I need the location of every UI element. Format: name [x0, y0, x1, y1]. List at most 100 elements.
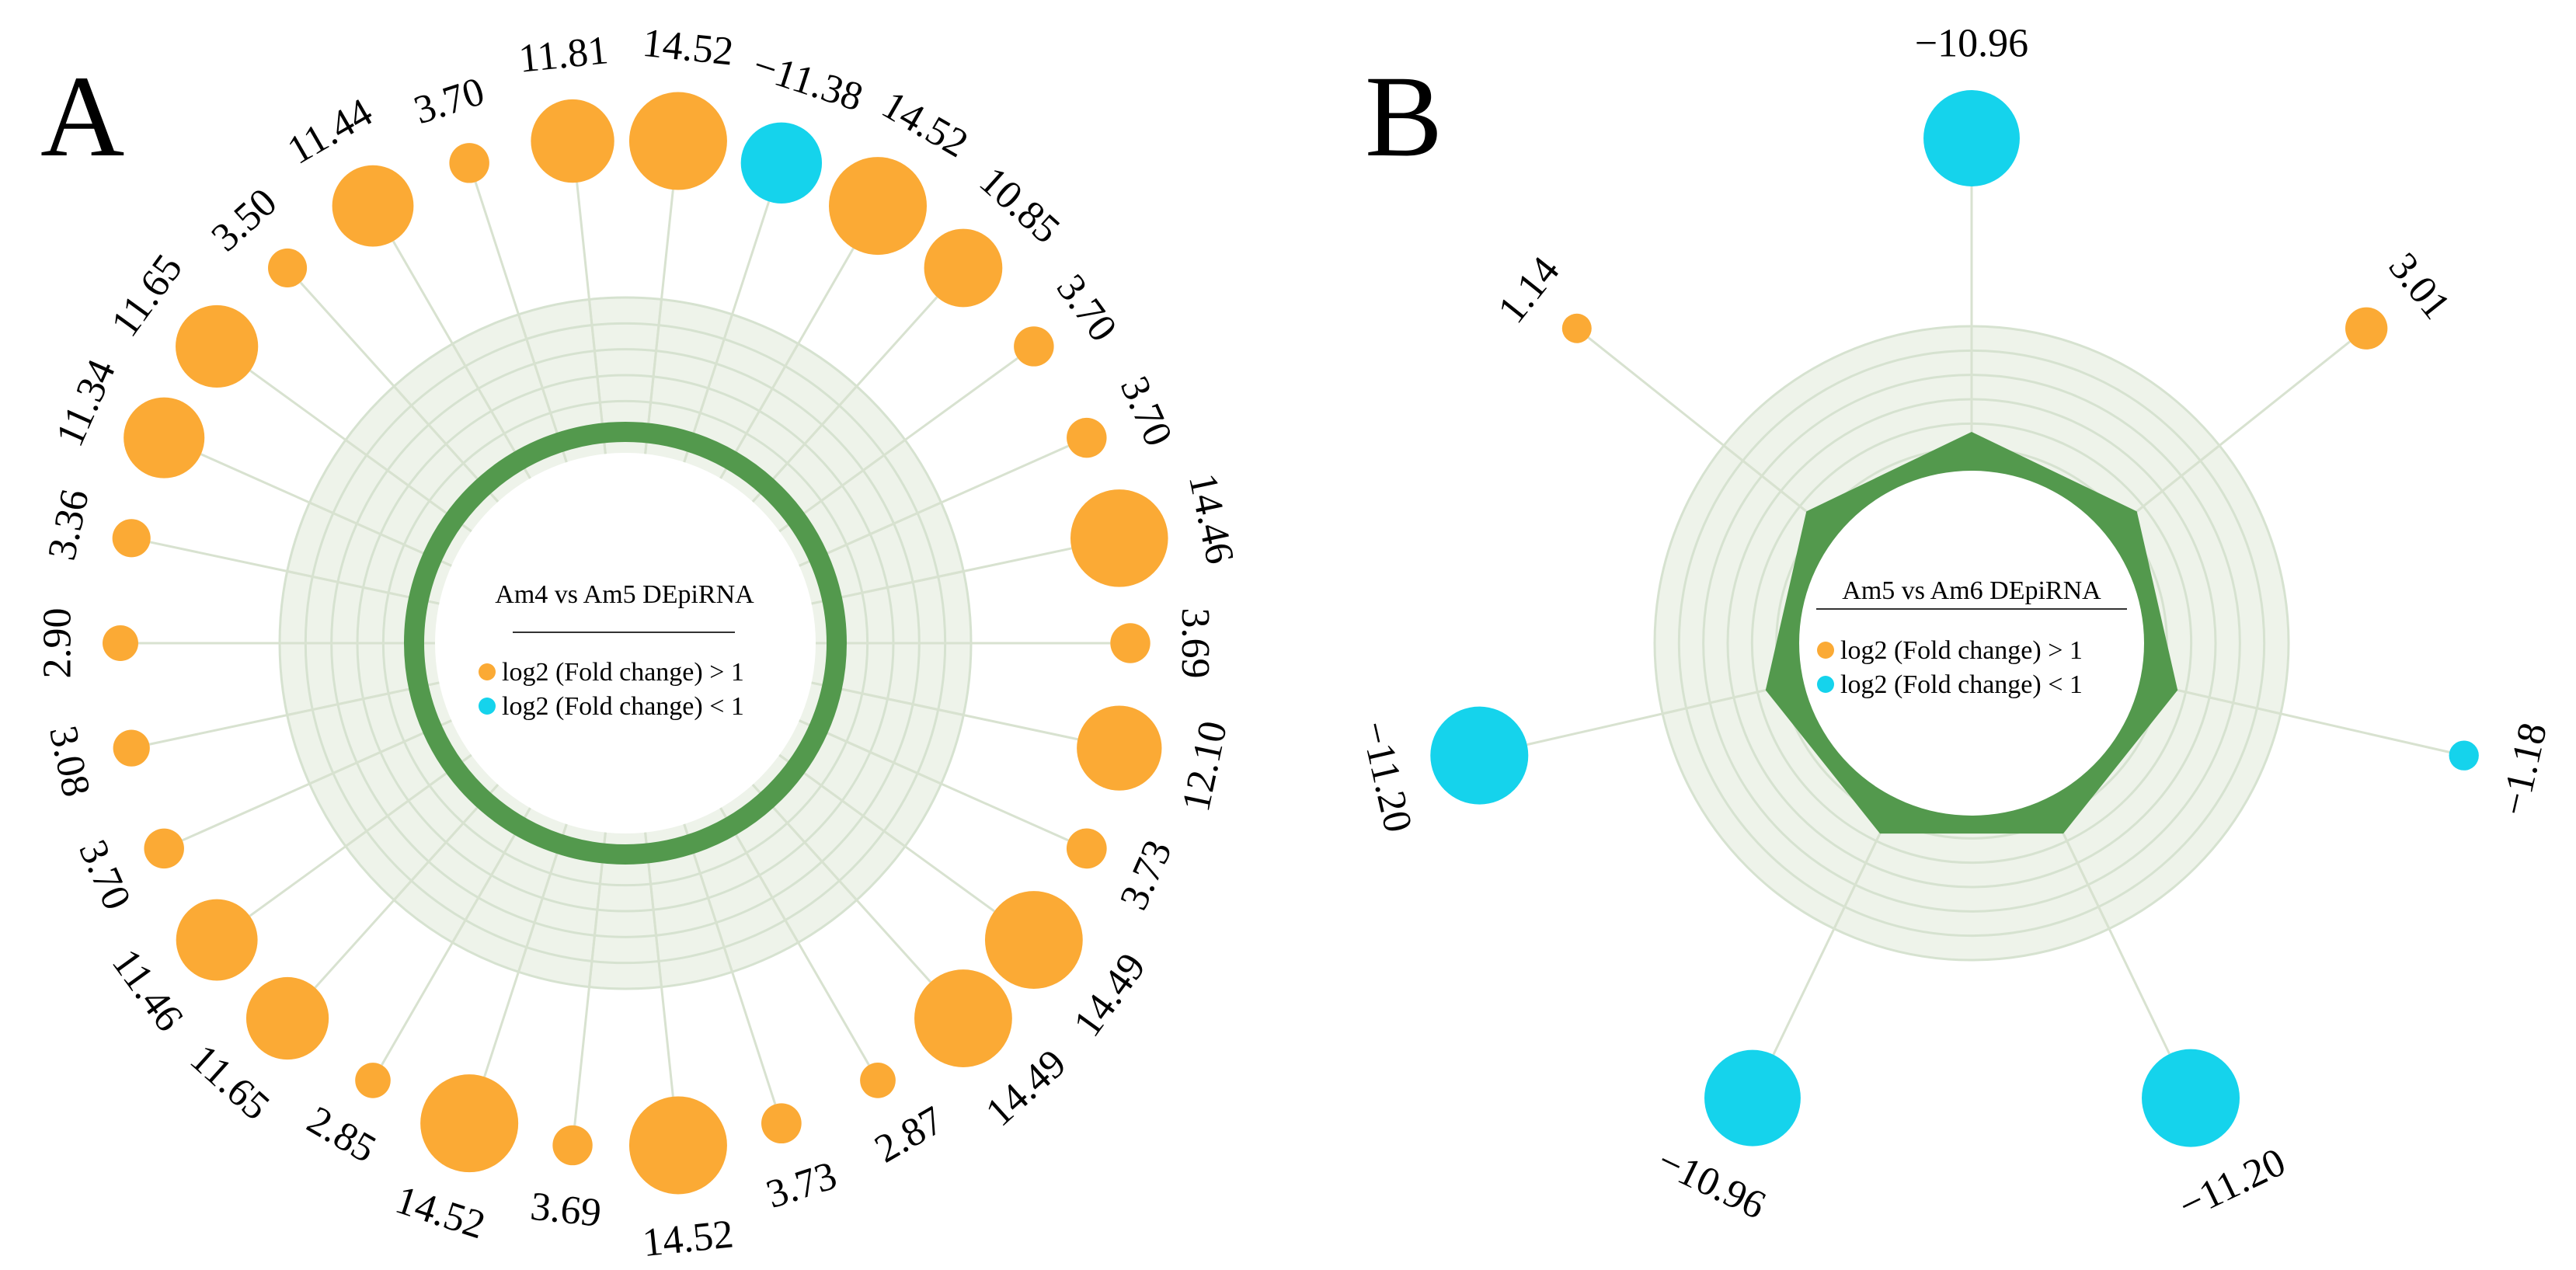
bubble-point: [552, 1125, 593, 1166]
value-label: 3.69: [1173, 608, 1217, 679]
value-label: 14.52: [875, 82, 976, 166]
panel-a: A 14.52 −11.3814.5210.853.703.7014.463.69…: [36, 21, 1242, 1265]
stem-line: [751, 296, 938, 503]
stem-line: [1587, 336, 1805, 511]
stem-line: [799, 444, 1069, 567]
value-label: 11.81: [517, 28, 610, 82]
value-label: 3.70: [409, 69, 489, 133]
bubble-point: [113, 729, 150, 767]
value-label: 11.65: [103, 246, 191, 345]
bubble-point: [176, 304, 259, 388]
value-label: 3.70: [1048, 266, 1126, 350]
stem-line: [751, 784, 931, 983]
stem-line: [392, 240, 531, 479]
bubble-point: [1110, 623, 1150, 663]
bubble-point: [860, 1063, 896, 1098]
stem-line: [573, 832, 607, 1126]
value-label: 3.36: [40, 485, 98, 564]
bubble-point: [332, 165, 414, 247]
panel-a-title: Am4 vs Am5 DEpiRNA: [495, 580, 754, 609]
value-label: 3.01: [2380, 245, 2459, 328]
stem-line: [249, 753, 472, 917]
panel-b-center: Am5 vs Am6 DEpiRNA log2 (Fold change) > …: [1816, 576, 2127, 699]
bubble-point: [1066, 828, 1107, 869]
value-label: −1.18: [2492, 719, 2556, 819]
bubble-point: [628, 92, 727, 190]
stem-line: [1772, 835, 1881, 1056]
stem-line: [778, 357, 1018, 533]
stem-line: [1526, 689, 1764, 746]
stem-line: [381, 807, 531, 1066]
bubble-point: [1077, 705, 1162, 791]
value-label: −10.96: [1651, 1139, 1773, 1228]
bubble-point: [1704, 1049, 1801, 1146]
panel-a-legend-down-label: log2 (Fold change) < 1: [502, 692, 744, 721]
stem-line: [644, 832, 674, 1097]
bubble-point: [829, 157, 927, 256]
bubble-point: [1070, 489, 1168, 587]
panel-a-legend-down-swatch: [479, 698, 496, 715]
bubble-point: [740, 122, 823, 204]
value-label: −11.20: [1352, 717, 1421, 836]
panel-letter-b: B: [1365, 52, 1443, 181]
value-label: 11.34: [47, 353, 124, 453]
panel-a-bubbles: [103, 92, 1168, 1195]
bubble-point: [112, 519, 151, 558]
value-label: −10.96: [1915, 22, 2028, 66]
bubble-point: [2142, 1049, 2240, 1147]
bubble-point: [420, 1074, 519, 1173]
panel-b-title: Am5 vs Am6 DEpiRNA: [1842, 576, 2101, 605]
value-label: 14.46: [1180, 470, 1242, 568]
value-label: 3.08: [40, 722, 99, 801]
stem-line: [474, 181, 568, 463]
panel-b-bubbles: [1430, 90, 2479, 1147]
bubble-point: [761, 1103, 802, 1144]
stem-line: [200, 453, 452, 567]
value-label: 14.52: [640, 1212, 735, 1265]
panel-a-ring: [404, 422, 847, 865]
panel-b-stems: [1526, 186, 2450, 1056]
bubble-point: [1014, 326, 1054, 367]
value-label: 11.44: [280, 90, 380, 173]
stem-line: [299, 281, 500, 503]
value-label: 3.73: [1112, 833, 1181, 916]
bubble-point: [268, 248, 308, 288]
ring-band: [404, 422, 847, 865]
value-label: 11.46: [103, 941, 192, 1040]
bubble-point: [144, 828, 184, 869]
value-label: −11.38: [747, 43, 868, 120]
bubble-point: [245, 976, 329, 1060]
value-label: 12.10: [1174, 717, 1236, 815]
bubble-point: [355, 1063, 391, 1098]
bubble-point: [103, 625, 138, 661]
stem-line: [719, 807, 870, 1066]
panel-b-legend-down-label: log2 (Fold change) < 1: [1840, 670, 2083, 699]
panel-b-ring: [1765, 432, 2178, 834]
value-label: 14.52: [390, 1178, 490, 1247]
bubble-point: [531, 99, 614, 183]
bubble-point: [924, 228, 1003, 308]
value-label: 1.14: [1489, 249, 1568, 332]
panel-a-legend-up-swatch: [479, 663, 496, 680]
stem-line: [249, 369, 472, 533]
value-label: 3.73: [761, 1153, 842, 1217]
ring-center-hole: [1799, 471, 2144, 816]
bubble-point: [628, 1096, 727, 1195]
stem-line: [2138, 340, 2351, 511]
panel-b-legend-down-swatch: [1817, 676, 1834, 693]
stem-line: [148, 681, 440, 746]
stem-line: [149, 541, 440, 605]
bubble-point: [2449, 740, 2479, 771]
stem-line: [799, 719, 1069, 842]
grid-center-hole: [435, 453, 816, 833]
value-label: 14.49: [1065, 945, 1154, 1045]
value-label: 2.87: [868, 1098, 951, 1172]
bubble-point: [2345, 307, 2388, 350]
panel-a-stems: [138, 181, 1111, 1126]
stem-line: [182, 719, 452, 842]
stem-line: [483, 823, 568, 1077]
panel-a-center: Am4 vs Am5 DEpiRNA log2 (Fold change) > …: [479, 580, 754, 721]
bubble-point: [176, 899, 258, 981]
stem-line: [719, 247, 855, 479]
